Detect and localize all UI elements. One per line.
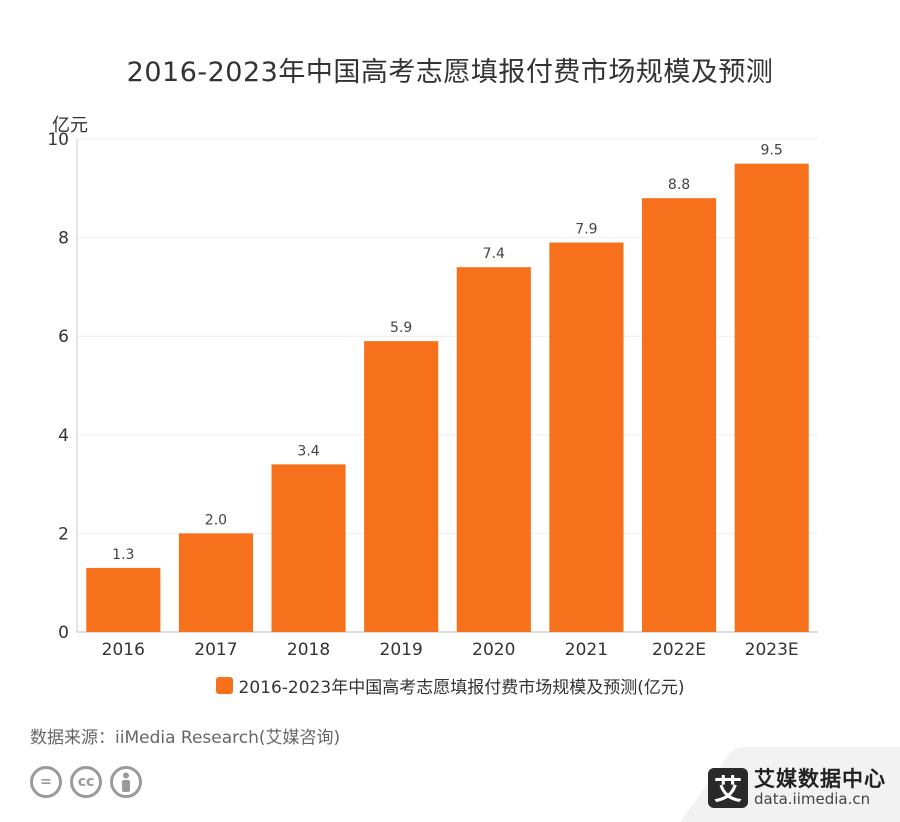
brand-logo: 艾 艾媒数据中心 data.iimedia.cn [708,768,886,808]
data-label: 9.5 [761,143,783,159]
legend-swatch [215,677,233,694]
bar [456,267,531,632]
y-tick-label: 8 [58,229,69,249]
y-axis-unit-label: 亿元 [52,115,88,136]
y-tick-label: 4 [58,426,69,446]
data-label: 1.3 [112,547,134,563]
data-label: 2.0 [205,512,227,528]
data-label: 7.9 [575,222,597,238]
x-tick-label: 2018 [287,640,330,660]
cc-icon: cc [70,766,102,798]
data-label: 7.4 [483,246,505,262]
license-icons: = cc [30,766,142,798]
legend-label: 2016-2023年中国高考志愿填报付费市场规模及预测(亿元) [238,678,685,698]
x-tick-label: 2016 [102,640,145,660]
bar [642,198,717,632]
bar-chart: 0 2 4 6 8 10 1.3 2016 2.0 2017 3.4 2018 5.9 2019 7.4 20… [47,115,818,660]
y-tick-label: 6 [58,327,69,347]
x-tick-label: 2023E [745,640,799,660]
person-icon [110,766,142,798]
brand-url: data.iimedia.cn [754,790,871,809]
y-tick-label: 0 [58,623,69,643]
brand-name: 艾媒数据中心 [754,767,886,792]
data-label: 5.9 [390,320,412,336]
legend: 2016-2023年中国高考志愿填报付费市场规模及预测(亿元) [0,673,900,698]
data-label: 8.8 [668,177,690,193]
chart-title: 2016-2023年中国高考志愿填报付费市场规模及预测 [126,57,774,88]
bar [178,533,253,632]
y-tick-label: 10 [47,130,69,150]
source-note: 数据来源：iiMedia Research(艾媒咨询) [30,728,341,748]
data-label: 3.4 [297,443,319,459]
bar [271,464,346,632]
bar [364,341,439,632]
equals-icon: = [30,766,62,798]
brand-mark-icon: 艾 [708,768,748,808]
x-tick-label: 2021 [565,640,608,660]
bar [549,242,624,632]
bar [734,163,809,632]
x-tick-label: 2017 [194,640,237,660]
x-tick-label: 2022E [652,640,706,660]
x-tick-label: 2019 [380,640,423,660]
x-tick-label: 2020 [472,640,515,660]
bar [86,567,161,632]
y-tick-label: 2 [58,524,69,544]
